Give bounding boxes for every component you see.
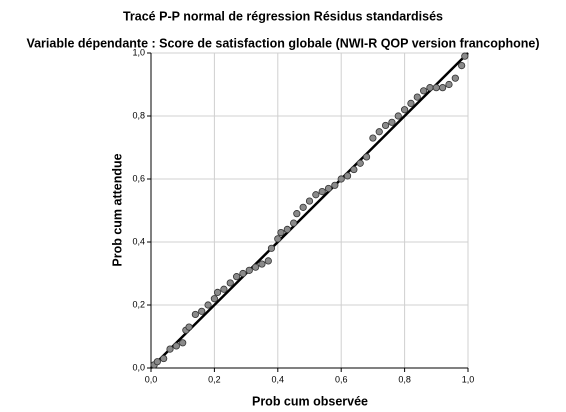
point: [267, 244, 276, 252]
x-tick-label: 0,2: [208, 374, 221, 384]
point: [439, 84, 447, 92]
x-axis-label: Prob cum observée: [252, 394, 368, 408]
point: [394, 112, 402, 120]
y-tick-label: 1,0: [132, 47, 145, 57]
point: [232, 273, 241, 281]
x-tick-label: 0,6: [335, 374, 348, 384]
point: [407, 99, 415, 108]
point: [185, 323, 193, 331]
point: [220, 285, 228, 293]
point: [350, 165, 358, 174]
point: [210, 295, 218, 303]
point: [426, 84, 434, 92]
point: [369, 134, 377, 142]
point: [343, 172, 352, 180]
point: [153, 358, 161, 366]
point: [204, 301, 212, 309]
point: [213, 288, 222, 296]
point: [458, 61, 466, 70]
y-tick-label: 0,8: [132, 110, 145, 120]
y-tick-label: 0,0: [132, 362, 145, 372]
point: [420, 87, 428, 95]
point: [388, 118, 396, 126]
y-tick-label: 0,2: [132, 299, 145, 309]
point: [172, 342, 180, 350]
x-tick-label: 1,0: [462, 374, 475, 384]
point: [258, 260, 266, 268]
point: [400, 106, 409, 114]
point: [451, 74, 459, 82]
point: [239, 269, 247, 278]
point: [274, 235, 282, 243]
x-tick-label: 0,8: [398, 374, 411, 384]
point: [277, 228, 285, 237]
point: [160, 354, 168, 363]
x-tick-label: 0,0: [145, 374, 158, 384]
point: [290, 219, 298, 227]
point: [381, 121, 390, 130]
point: [331, 181, 339, 189]
reference-line: [150, 52, 469, 369]
point: [312, 191, 320, 199]
point: [299, 203, 307, 211]
chart-subtitle: Variable dépendante : Score de satisfact…: [26, 36, 539, 50]
point: [362, 153, 371, 161]
point: [324, 184, 333, 193]
point: [166, 345, 174, 353]
point: [179, 339, 187, 347]
point: [432, 84, 440, 92]
point: [413, 93, 421, 101]
point: [293, 210, 301, 218]
point: [461, 52, 469, 60]
point: [252, 263, 260, 271]
y-tick-label: 0,4: [132, 236, 145, 246]
point: [283, 225, 291, 233]
y-axis-label: Prob cum attendue: [110, 153, 124, 266]
chart-title: Tracé P-P normal de régression Résidus s…: [123, 9, 443, 23]
point: [198, 307, 206, 315]
point: [305, 197, 314, 205]
point: [337, 175, 345, 183]
point: [318, 188, 326, 196]
point: [226, 279, 234, 287]
x-tick-label: 0,4: [272, 374, 285, 384]
y-tick-label: 0,6: [132, 173, 145, 183]
point: [245, 266, 253, 274]
point: [191, 310, 199, 319]
point: [264, 257, 272, 265]
point: [356, 159, 364, 167]
point: [375, 128, 383, 136]
point: [445, 80, 453, 89]
